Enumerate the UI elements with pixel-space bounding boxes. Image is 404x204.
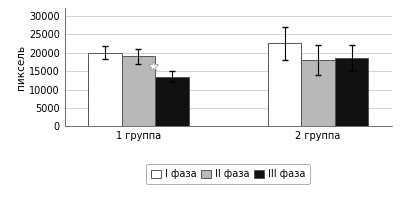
Bar (301, 60, 335, 126)
Bar (155, 76, 189, 126)
Legend: I фаза, II фаза, III фаза: I фаза, II фаза, III фаза (146, 164, 310, 184)
Y-axis label: пиксель: пиксель (16, 45, 26, 90)
Bar (88, 53, 122, 126)
Bar (268, 43, 301, 126)
Bar (335, 58, 368, 126)
Bar (122, 56, 155, 126)
